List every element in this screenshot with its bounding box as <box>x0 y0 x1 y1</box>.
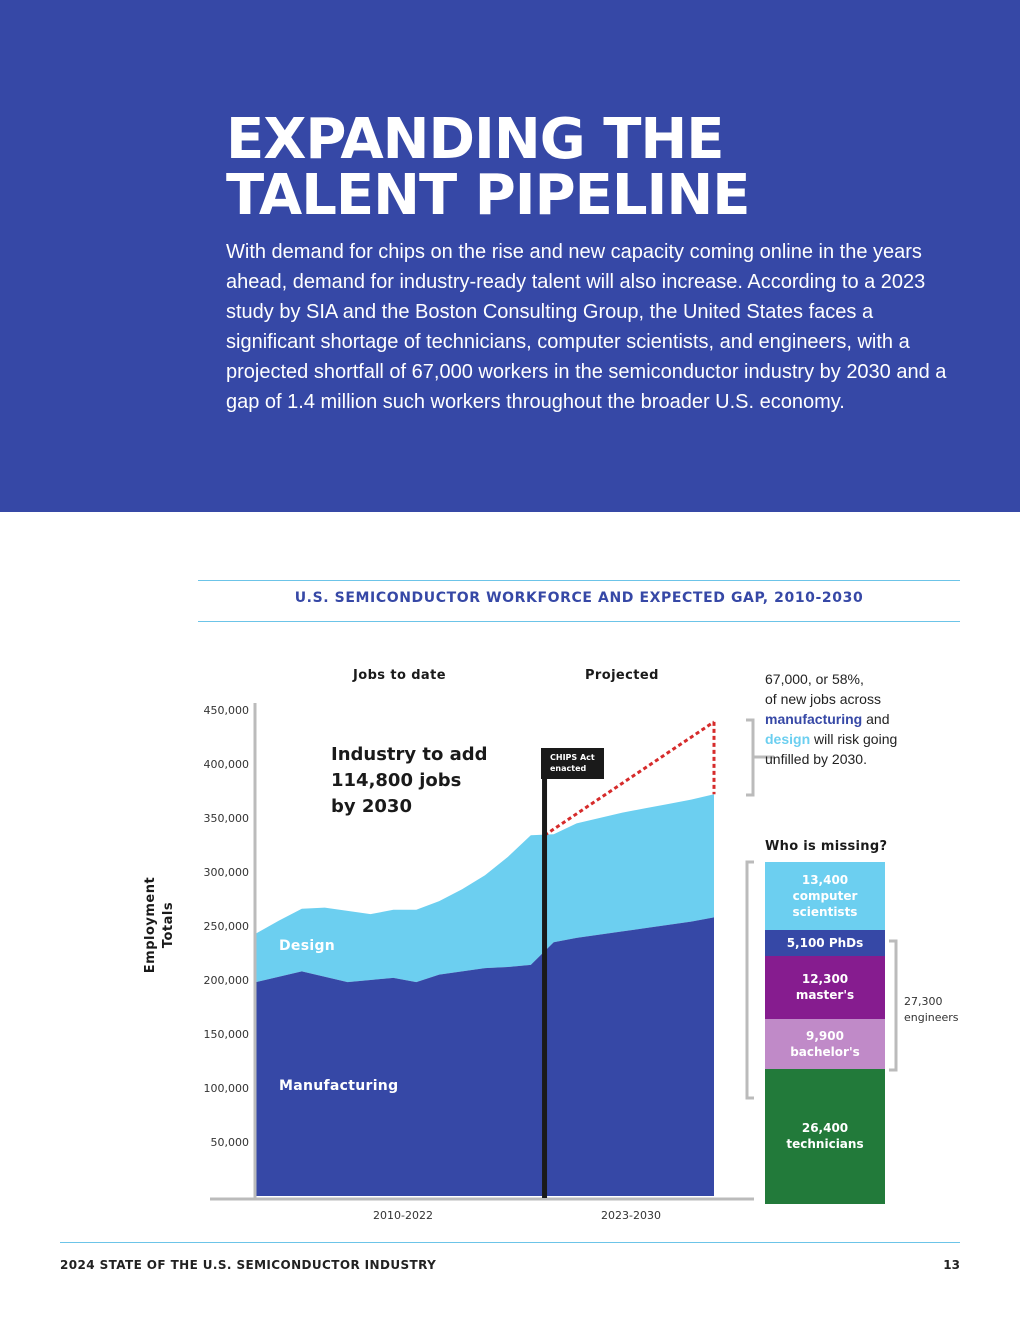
chips-act-label: CHIPS Act enacted <box>541 748 604 779</box>
keyword-design: design <box>765 731 811 747</box>
missing-segment-label: master's <box>795 988 855 1003</box>
history-phase-label: Jobs to date <box>353 668 446 683</box>
missing-bracket <box>745 860 754 1100</box>
y-tick-label: 50,000 <box>211 1136 250 1149</box>
chips-act-label-line-1: CHIPS Act <box>550 753 595 762</box>
who-is-missing-title: Who is missing? <box>765 839 888 854</box>
design-area <box>256 794 714 983</box>
missing-segment-phds: 5,100 PhDs <box>765 930 885 957</box>
intro-paragraph: With demand for chips on the rise and ne… <box>226 241 947 413</box>
page-title-line-2: TALENT PIPELINE <box>226 163 751 228</box>
demand-trend-line <box>543 720 715 837</box>
y-axis-title: Employment Totals <box>142 877 178 973</box>
missing-segment-technicians: 26,400 technicians <box>765 1069 885 1204</box>
y-tick-label: 300,000 <box>204 866 250 879</box>
y-tick-label: 450,000 <box>204 704 250 717</box>
jobs-callout: Industry to add 114,800 jobs by 2030 <box>331 742 488 820</box>
chips-act-label-line-2: enacted <box>550 764 587 773</box>
x-label-projection: 2023-2030 <box>601 1209 661 1222</box>
footer-page-number: 13 <box>943 1258 960 1272</box>
y-axis-title-line-2: Totals <box>161 901 176 949</box>
gap-note-and: and <box>862 711 890 727</box>
jobs-callout-line-2: 114,800 jobs <box>331 770 462 791</box>
missing-segment-value: 12,300 <box>801 972 849 987</box>
missing-segment-label: bachelor's <box>790 1044 860 1059</box>
y-tick-label: 400,000 <box>204 758 250 771</box>
y-tick-label: 200,000 <box>204 974 250 987</box>
engineers-note-value: 27,300 <box>904 995 943 1008</box>
projection-phase-label: Projected <box>585 668 659 683</box>
manufacturing-series-label: Manufacturing <box>279 1078 399 1094</box>
missing-segment-label: computer <box>792 889 858 904</box>
gap-note-line-4: design will risk going <box>765 729 897 749</box>
header-banner <box>0 0 1020 512</box>
missing-segment-value: 9,900 <box>806 1028 844 1043</box>
jobs-callout-line-3: by 2030 <box>331 796 412 817</box>
gap-bracket <box>746 718 774 797</box>
chart-title: U.S. SEMICONDUCTOR WORKFORCE AND EXPECTE… <box>294 590 864 606</box>
missing-segment-value: 26,400 <box>801 1121 849 1136</box>
jobs-callout-line-1: Industry to add <box>331 744 488 765</box>
y-tick-label: 150,000 <box>204 1028 250 1041</box>
missing-segment-value: 5,100 PhDs <box>786 936 864 951</box>
engineers-note-label: engineers <box>904 1011 959 1024</box>
missing-segment-bachelors: 9,900 bachelor's <box>765 1018 885 1070</box>
y-axis-title-line-1: Employment <box>143 876 158 974</box>
missing-segment-masters: 12,300 master's <box>765 956 885 1019</box>
design-series-label: Design <box>279 938 336 954</box>
footer-publication: 2024 STATE OF THE U.S. SEMICONDUCTOR IND… <box>60 1258 437 1272</box>
chart-title-rule-top <box>198 580 960 581</box>
gap-note-line-1: 67,000, or 58%, <box>765 671 864 687</box>
page-title-line-1: EXPANDING THE <box>226 107 725 172</box>
page-title: EXPANDING THE TALENT PIPELINE <box>226 107 751 228</box>
footer-rule <box>60 1242 960 1243</box>
gap-note: 67,000, or 58%, of new jobs across manuf… <box>765 669 897 769</box>
y-tick-label: 100,000 <box>204 1082 250 1095</box>
y-tick-label: 250,000 <box>204 920 250 933</box>
y-tick-label: 350,000 <box>204 812 250 825</box>
gap-note-line-4-rest: will risk going <box>810 731 898 747</box>
gap-note-line-5: unfilled by 2030. <box>765 751 867 767</box>
missing-segment-label-2: scientists <box>792 905 858 920</box>
x-label-history: 2010-2022 <box>373 1209 433 1222</box>
gap-note-line-3: manufacturing and <box>765 709 897 729</box>
keyword-manufacturing: manufacturing <box>765 711 863 727</box>
engineers-note: 27,300 engineers <box>904 994 959 1026</box>
manufacturing-area <box>256 917 714 1196</box>
missing-segment-label: technicians <box>786 1137 864 1152</box>
engineers-bracket <box>889 939 898 1072</box>
missing-segment-value: 13,400 <box>801 873 849 888</box>
chart-title-rule-bottom <box>198 621 960 622</box>
missing-segment-computer-scientists: 13,400 computer scientists <box>765 862 885 931</box>
gap-note-line-2: of new jobs across <box>765 691 881 707</box>
